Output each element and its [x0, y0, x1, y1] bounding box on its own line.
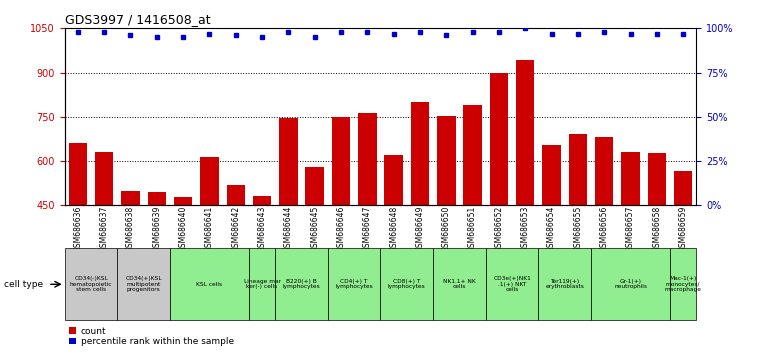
Text: GSM686659: GSM686659: [679, 205, 688, 252]
Text: CD4(+) T
lymphocytes: CD4(+) T lymphocytes: [336, 279, 373, 290]
FancyBboxPatch shape: [170, 248, 249, 320]
Text: GSM686637: GSM686637: [100, 205, 109, 252]
Text: GDS3997 / 1416508_at: GDS3997 / 1416508_at: [65, 13, 210, 26]
Text: B220(+) B
lymphocytes: B220(+) B lymphocytes: [282, 279, 320, 290]
Text: GSM686653: GSM686653: [521, 205, 530, 252]
Bar: [305, 167, 324, 338]
Bar: [674, 171, 693, 338]
Text: GSM686636: GSM686636: [73, 205, 82, 252]
Bar: [384, 155, 403, 338]
Text: GSM686643: GSM686643: [257, 205, 266, 252]
Text: GSM686655: GSM686655: [573, 205, 582, 252]
Bar: [121, 192, 140, 338]
Text: GSM686647: GSM686647: [363, 205, 372, 252]
Text: GSM686658: GSM686658: [652, 205, 661, 252]
Bar: [332, 117, 350, 338]
FancyBboxPatch shape: [538, 248, 591, 320]
FancyBboxPatch shape: [380, 248, 433, 320]
FancyBboxPatch shape: [670, 248, 696, 320]
Text: GSM686641: GSM686641: [205, 205, 214, 252]
FancyBboxPatch shape: [486, 248, 538, 320]
Bar: [174, 197, 193, 338]
Text: GSM686644: GSM686644: [284, 205, 293, 252]
Bar: [490, 73, 508, 338]
Bar: [358, 113, 377, 338]
Text: GSM686639: GSM686639: [152, 205, 161, 252]
Text: GSM686640: GSM686640: [179, 205, 188, 252]
FancyBboxPatch shape: [117, 248, 170, 320]
Bar: [148, 192, 166, 338]
Text: GSM686654: GSM686654: [547, 205, 556, 252]
Text: GSM686652: GSM686652: [495, 205, 504, 252]
Bar: [621, 152, 640, 338]
Text: GSM686642: GSM686642: [231, 205, 240, 252]
Bar: [516, 60, 534, 338]
Bar: [595, 137, 613, 338]
Text: GSM686649: GSM686649: [416, 205, 425, 252]
Bar: [200, 156, 218, 338]
Text: Lineage mar
ker(-) cells: Lineage mar ker(-) cells: [244, 279, 281, 290]
Bar: [68, 143, 87, 338]
Text: GSM686657: GSM686657: [626, 205, 635, 252]
FancyBboxPatch shape: [249, 248, 275, 320]
Bar: [227, 185, 245, 338]
Text: GSM686646: GSM686646: [336, 205, 345, 252]
Bar: [463, 105, 482, 338]
Text: CD8(+) T
lymphocytes: CD8(+) T lymphocytes: [388, 279, 425, 290]
FancyBboxPatch shape: [65, 248, 117, 320]
Text: GSM686651: GSM686651: [468, 205, 477, 252]
Text: cell type: cell type: [4, 280, 43, 289]
Text: Mac-1(+)
monocytes/
macrophage: Mac-1(+) monocytes/ macrophage: [664, 276, 702, 292]
Bar: [95, 152, 113, 338]
Legend: count, percentile rank within the sample: count, percentile rank within the sample: [69, 327, 234, 347]
Bar: [568, 133, 587, 338]
FancyBboxPatch shape: [328, 248, 380, 320]
Text: GSM686656: GSM686656: [600, 205, 609, 252]
Bar: [437, 116, 456, 338]
Bar: [543, 145, 561, 338]
Text: KSL cells: KSL cells: [196, 281, 222, 287]
Text: CD34(+)KSL
multipotent
progenitors: CD34(+)KSL multipotent progenitors: [126, 276, 162, 292]
Text: GSM686650: GSM686650: [442, 205, 451, 252]
Bar: [253, 196, 271, 338]
FancyBboxPatch shape: [591, 248, 670, 320]
Text: Gr-1(+)
neutrophils: Gr-1(+) neutrophils: [614, 279, 647, 290]
FancyBboxPatch shape: [275, 248, 328, 320]
Text: Ter119(+)
erythroblasts: Ter119(+) erythroblasts: [546, 279, 584, 290]
Text: CD3e(+)NK1
.1(+) NKT
cells: CD3e(+)NK1 .1(+) NKT cells: [493, 276, 531, 292]
Text: GSM686638: GSM686638: [126, 205, 135, 252]
Bar: [648, 153, 666, 338]
Bar: [279, 118, 298, 338]
Text: CD34(-)KSL
hematopoietic
stem cells: CD34(-)KSL hematopoietic stem cells: [70, 276, 113, 292]
Text: GSM686648: GSM686648: [389, 205, 398, 252]
FancyBboxPatch shape: [433, 248, 486, 320]
Bar: [411, 102, 429, 338]
Text: NK1.1+ NK
cells: NK1.1+ NK cells: [443, 279, 476, 290]
Text: GSM686645: GSM686645: [310, 205, 319, 252]
